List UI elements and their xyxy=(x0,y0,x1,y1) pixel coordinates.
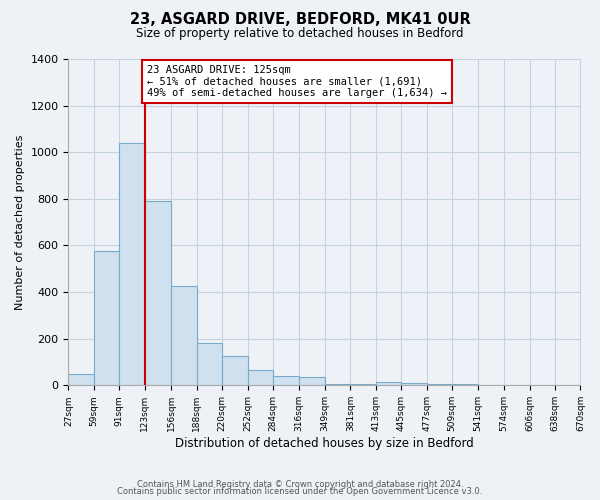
Bar xyxy=(222,356,248,386)
Y-axis label: Number of detached properties: Number of detached properties xyxy=(15,134,25,310)
Text: Contains public sector information licensed under the Open Government Licence v3: Contains public sector information licen… xyxy=(118,488,482,496)
Bar xyxy=(197,344,222,386)
Bar xyxy=(350,384,376,386)
Text: Contains HM Land Registry data © Crown copyright and database right 2024.: Contains HM Land Registry data © Crown c… xyxy=(137,480,463,489)
Bar xyxy=(427,384,452,386)
X-axis label: Distribution of detached houses by size in Bedford: Distribution of detached houses by size … xyxy=(175,437,474,450)
Bar xyxy=(478,384,504,386)
Bar xyxy=(119,143,145,386)
Bar xyxy=(452,384,478,386)
Bar xyxy=(299,377,325,386)
Text: 23 ASGARD DRIVE: 125sqm
← 51% of detached houses are smaller (1,691)
49% of semi: 23 ASGARD DRIVE: 125sqm ← 51% of detache… xyxy=(147,65,447,98)
Bar xyxy=(325,384,350,386)
Text: Size of property relative to detached houses in Bedford: Size of property relative to detached ho… xyxy=(136,28,464,40)
Bar xyxy=(376,382,401,386)
Bar xyxy=(248,370,273,386)
Bar xyxy=(401,383,427,386)
Bar xyxy=(68,374,94,386)
Bar xyxy=(145,201,171,386)
Bar xyxy=(273,376,299,386)
Bar xyxy=(171,286,197,386)
Text: 23, ASGARD DRIVE, BEDFORD, MK41 0UR: 23, ASGARD DRIVE, BEDFORD, MK41 0UR xyxy=(130,12,470,28)
Bar xyxy=(94,252,119,386)
